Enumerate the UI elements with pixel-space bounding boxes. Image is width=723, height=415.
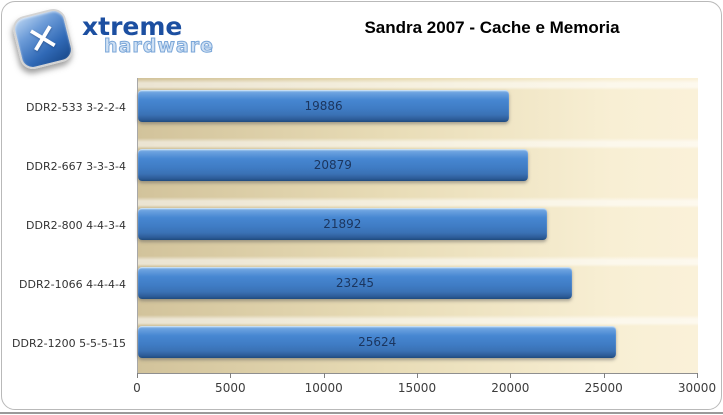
logo-brand-line1: xtreme (82, 12, 183, 41)
category-axis-labels: DDR2-533 3-2-2-4 DDR2-667 3-3-3-4 DDR2-800… (2, 78, 130, 373)
logo-brand-line2: hardware (104, 35, 214, 57)
data-bar: 19886 (138, 90, 510, 122)
bar-value-label: 19886 (304, 99, 343, 113)
chart-title: Sandra 2007 - Cache e Memoria (364, 18, 620, 37)
tick-label: 20000 (491, 381, 530, 395)
category-label: DDR2-533 3-2-2-4 (26, 101, 126, 114)
tick-mark (510, 373, 512, 378)
data-bar: 23245 (138, 267, 572, 299)
x-axis-ticks: 0 5000 10000 15000 20000 25000 30000 (133, 373, 716, 401)
tick-label: 10000 (304, 381, 343, 395)
category-label: DDR2-1066 4-4-4-4 (19, 278, 126, 291)
tick-mark (603, 373, 605, 378)
tick-mark (230, 373, 232, 378)
bottom-divider (0, 412, 723, 414)
plot-area: 19886 20879 21892 23245 25624 (137, 78, 698, 374)
category-label: DDR2-667 3-3-3-4 (26, 160, 126, 173)
category-label: DDR2-800 4-4-3-4 (26, 219, 126, 232)
bar-value-label: 20879 (313, 158, 352, 172)
tick-mark (323, 373, 325, 378)
xtreme-hardware-logo: ✕ xtreme hardware (10, 6, 240, 72)
data-bar: 21892 (138, 208, 547, 240)
category-label: DDR2-1200 5-5-5-15 (12, 337, 126, 350)
bar-row: 25624 (138, 314, 698, 373)
logo-text: xtreme hardware (82, 14, 214, 56)
tick-mark (697, 373, 698, 378)
data-bar: 25624 (138, 326, 617, 358)
bar-row: 19886 (138, 78, 698, 137)
logo-x-tile-icon: ✕ (10, 6, 76, 72)
bar-value-label: 23245 (335, 276, 375, 290)
tick-label: 15000 (397, 381, 437, 395)
tick-label: 25000 (584, 381, 623, 395)
bar-value-label: 25624 (358, 335, 397, 349)
tick-label: 30000 (677, 381, 717, 395)
x-icon: ✕ (22, 13, 64, 65)
tick-label: 0 (133, 381, 141, 395)
tick-mark (417, 373, 418, 378)
bar-row: 21892 (138, 196, 698, 255)
bar-row: 23245 (138, 255, 698, 314)
tick-label: 5000 (215, 381, 246, 395)
bar-value-label: 21892 (323, 217, 362, 231)
tick-mark (137, 373, 138, 378)
bar-row: 20879 (138, 137, 698, 196)
data-bar: 20879 (138, 149, 528, 181)
